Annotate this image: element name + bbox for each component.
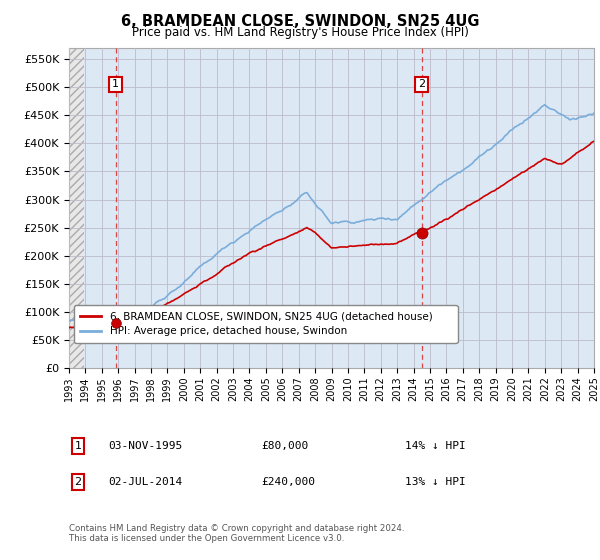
Text: 13% ↓ HPI: 13% ↓ HPI	[405, 477, 466, 487]
Text: 14% ↓ HPI: 14% ↓ HPI	[405, 441, 466, 451]
Bar	[69, 48, 84, 368]
Text: 02-JUL-2014: 02-JUL-2014	[108, 477, 182, 487]
Text: £80,000: £80,000	[261, 441, 308, 451]
Text: 1: 1	[112, 80, 119, 90]
Text: 03-NOV-1995: 03-NOV-1995	[108, 441, 182, 451]
Legend: 6, BRAMDEAN CLOSE, SWINDON, SN25 4UG (detached house), HPI: Average price, detac: 6, BRAMDEAN CLOSE, SWINDON, SN25 4UG (de…	[74, 305, 458, 343]
Text: 1: 1	[74, 441, 82, 451]
Text: 2: 2	[418, 80, 425, 90]
Text: 2: 2	[74, 477, 82, 487]
Text: £240,000: £240,000	[261, 477, 315, 487]
Bar	[69, 48, 77, 368]
Text: Price paid vs. HM Land Registry's House Price Index (HPI): Price paid vs. HM Land Registry's House …	[131, 26, 469, 39]
Text: 6, BRAMDEAN CLOSE, SWINDON, SN25 4UG: 6, BRAMDEAN CLOSE, SWINDON, SN25 4UG	[121, 14, 479, 29]
Text: Contains HM Land Registry data © Crown copyright and database right 2024.
This d: Contains HM Land Registry data © Crown c…	[69, 524, 404, 543]
